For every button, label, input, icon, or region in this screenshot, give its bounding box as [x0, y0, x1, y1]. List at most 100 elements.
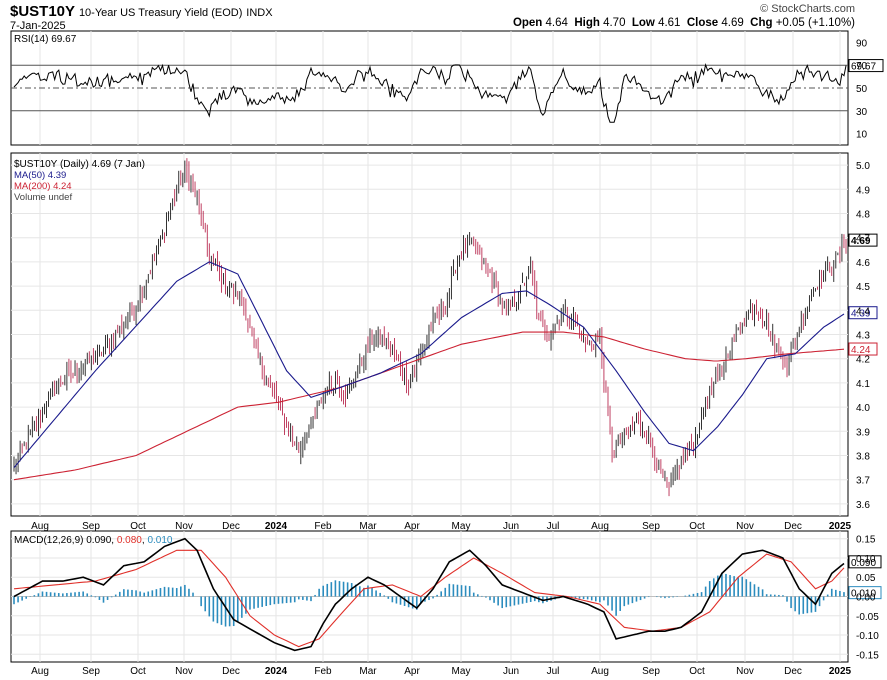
rsi-y-tick: 10 — [856, 130, 868, 141]
low-label: Low — [631, 17, 655, 29]
price-x-tick: 2025 — [829, 521, 852, 532]
price-x-tick: Dec — [222, 521, 240, 532]
macd-y-tick: 0.10 — [856, 554, 876, 565]
price-y-tick: 4.2 — [856, 355, 870, 366]
price-x-tick: Jun — [503, 521, 519, 532]
price-y-tick: 4.3 — [856, 331, 870, 342]
macd-layer: 0.090 0.010 — [11, 537, 882, 652]
chg-value: +0.05 (+1.10%) — [775, 17, 855, 29]
high-value: 4.70 — [603, 17, 626, 29]
open-label: Open — [512, 17, 543, 29]
price-y-tick: 4.7 — [856, 234, 870, 245]
macd-y-tick: 0.15 — [856, 535, 876, 546]
macd-x-tick: 2025 — [829, 666, 852, 677]
macd-current-label: 0.090 — [851, 558, 876, 569]
rsi-current-label: 69.67 — [851, 62, 876, 73]
price-legend: $UST10Y (Daily) 4.69 (7 Jan) — [14, 159, 145, 170]
price-layer: 4.69 4.39 4.24 — [13, 158, 878, 497]
rsi-y-tick: 90 — [856, 38, 868, 49]
price-x-tick: Oct — [130, 521, 146, 532]
macd-y-tick: -0.05 — [856, 612, 879, 623]
chart-date: 7-Jan-2025 — [10, 20, 66, 32]
price-y-tick: 3.6 — [856, 500, 870, 511]
price-current-box — [848, 233, 878, 247]
macd-prefix: MACD(12,26,9) — [14, 535, 86, 546]
price-y-tick: 4.0 — [856, 403, 870, 414]
price-x-tick: Sep — [642, 521, 660, 532]
macd-value: 0.090 — [86, 535, 111, 546]
macd-signal-value: 0.080 — [117, 535, 142, 546]
price-y-tick: 4.8 — [856, 210, 870, 221]
macd-x-tick: Sep — [82, 666, 100, 677]
macd-hist-value: 0.010 — [147, 535, 172, 546]
symbol-description: 10-Year US Treasury Yield (EOD) — [78, 7, 243, 19]
ma50-current-box — [848, 306, 878, 320]
rsi-panel — [10, 30, 849, 146]
price-y-tick: 4.5 — [856, 282, 870, 293]
price-x-tick: Jul — [547, 521, 560, 532]
close-value: 4.69 — [721, 17, 744, 29]
brand-label: © StockCharts.com — [760, 3, 855, 15]
price-x-tick: Feb — [314, 521, 332, 532]
macd-x-tick: Feb — [314, 666, 332, 677]
macd-x-tick: Dec — [222, 666, 240, 677]
price-y-tick: 4.6 — [856, 258, 870, 269]
macd-x-tick: Jun — [503, 666, 519, 677]
ma200-current-label: 4.24 — [851, 345, 871, 356]
macd-hist-current-label: 0.010 — [851, 589, 876, 600]
price-y-tick: 4.1 — [856, 379, 870, 390]
macd-y-tick: 0.05 — [856, 573, 876, 584]
high-label: High — [574, 17, 600, 29]
ma200-legend: MA(200) 4.24 — [14, 181, 72, 192]
ma50-legend: MA(50) 4.39 — [14, 170, 66, 181]
ma200-current-box — [848, 342, 878, 356]
macd-x-tick: May — [452, 666, 471, 677]
macd-y-tick: -0.15 — [856, 650, 879, 661]
price-y-tick: 3.7 — [856, 476, 870, 487]
macd-x-tick: Aug — [31, 666, 49, 677]
rsi-line — [13, 62, 847, 123]
exchange: INDX — [246, 7, 273, 19]
rsi-y-tick: 50 — [856, 84, 868, 95]
macd-legend: MACD(12,26,9) 0.090, 0.080, 0.010 — [14, 535, 173, 546]
macd-x-tick: 2024 — [265, 666, 288, 677]
price-x-tick: Sep — [82, 521, 100, 532]
chg-label: Chg — [750, 17, 773, 29]
macd-signal-line — [13, 549, 845, 648]
price-x-tick: Apr — [404, 521, 420, 532]
chart-title: $UST10Y 10-Year US Treasury Yield (EOD) … — [10, 3, 273, 20]
price-x-tick: Nov — [175, 521, 193, 532]
rsi-legend: RSI(14) 69.67 — [14, 34, 77, 45]
brand-text: © StockCharts.com — [760, 3, 855, 15]
macd-hist-current-box — [848, 586, 882, 600]
price-x-tick: Dec — [784, 521, 802, 532]
symbol: $UST10Y — [10, 3, 76, 20]
macd-x-tick: Aug — [591, 666, 609, 677]
price-y-tick: 3.9 — [856, 427, 870, 438]
macd-x-tick: Jul — [547, 666, 560, 677]
macd-x-tick: Apr — [404, 666, 420, 677]
low-value: 4.61 — [658, 17, 681, 29]
price-y-tick: 4.9 — [856, 185, 870, 196]
macd-x-tick: Mar — [359, 666, 377, 677]
price-y-tick: 5.0 — [856, 161, 870, 172]
macd-x-tick: Nov — [736, 666, 754, 677]
price-x-tick: Oct — [689, 521, 705, 532]
ma200-line — [13, 331, 845, 481]
macd-x-tick: Nov — [175, 666, 193, 677]
price-y-tick: 4.4 — [856, 306, 870, 317]
macd-x-tick: Sep — [642, 666, 660, 677]
rsi-layer: 69.67 — [11, 59, 884, 123]
ohlc-stats: Open 4.64 High 4.70 Low 4.61 Close 4.69 … — [513, 17, 855, 29]
rsi-current-box — [848, 59, 884, 73]
macd-current-box — [848, 555, 882, 569]
price-y-tick: 3.8 — [856, 452, 870, 463]
macd-x-tick: Dec — [784, 666, 802, 677]
rsi-y-tick: 70 — [856, 61, 868, 72]
price-x-tick: Aug — [591, 521, 609, 532]
price-x-tick: Aug — [31, 521, 49, 532]
macd-x-tick: Oct — [689, 666, 705, 677]
close-label: Close — [686, 17, 719, 29]
ma50-line — [13, 261, 845, 468]
macd-line — [13, 537, 845, 652]
